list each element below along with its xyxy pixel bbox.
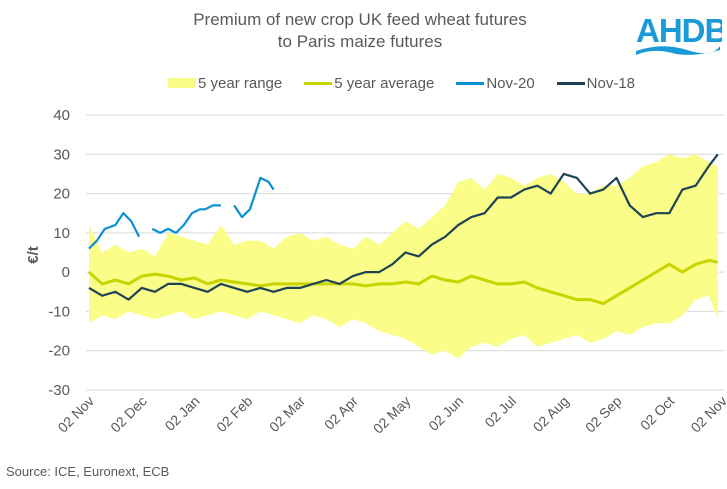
y-tick-label: -30 [48, 382, 70, 399]
series-line-nov-18 [88, 153, 719, 301]
legend-label-nov20: Nov-20 [486, 74, 535, 92]
y-tick-label: 10 [53, 225, 70, 242]
legend-label-range: 5 year range [198, 74, 283, 92]
legend-item-nov18: Nov-18 [556, 74, 636, 92]
x-tick-label: 02 Oct [637, 393, 678, 434]
legend-swatch-range [168, 78, 196, 88]
x-tick-label: 02 Jan [162, 393, 203, 434]
legend-label-nov18: Nov-18 [586, 74, 636, 92]
legend-label-average: 5 year average [334, 74, 435, 92]
x-tick-label: 02 Nov [687, 393, 727, 436]
legend-swatch-average [304, 81, 333, 85]
y-tick-label: 20 [53, 186, 70, 203]
x-tick-label: 02 Dec [107, 393, 150, 436]
y-axis-label: €/t [25, 246, 42, 264]
y-tick-label: -10 [48, 303, 70, 320]
x-tick-label: 02 Feb [213, 393, 255, 435]
legend-swatch-nov18 [556, 81, 585, 85]
source-note: Source: ICE, Euronext, ECB [6, 464, 170, 479]
x-tick-label: 02 Aug [530, 393, 572, 435]
series-line-nov-20 [88, 176, 275, 250]
logo-text: AHDB [636, 12, 722, 49]
x-tick-label: 02 May [370, 393, 414, 437]
series-band-5-year-range [89, 154, 718, 359]
chart-title-line1: Premium of new crop UK feed wheat future… [193, 10, 527, 29]
x-tick-label: 02 Nov [54, 393, 97, 436]
chart-legend: 5 year range 5 year average Nov-20 Nov-1… [168, 72, 657, 94]
y-tick-label: 0 [62, 264, 70, 281]
logo-wave-icon [636, 46, 720, 55]
legend-item-nov20: Nov-20 [456, 74, 535, 92]
legend-swatch-nov20 [456, 81, 485, 85]
chart-title: Premium of new crop UK feed wheat future… [130, 9, 590, 53]
series-line-5-year-average [88, 258, 719, 306]
y-tick-label: 40 [53, 107, 70, 124]
ahdb-logo: AHDB [636, 12, 722, 55]
legend-item-average: 5 year average [304, 75, 434, 92]
y-tick-label: -20 [48, 343, 70, 360]
y-tick-label: 30 [53, 146, 70, 163]
x-tick-label: 02 Jun [425, 393, 466, 434]
x-tick-label: 02 Sep [582, 393, 625, 436]
x-tick-label: 02 Jul [481, 393, 519, 431]
x-tick-label: 02 Mar [266, 393, 308, 435]
chart-title-line2: to Paris maize futures [277, 32, 443, 51]
x-tick-label: 02 Apr [321, 393, 361, 433]
legend-item-range: 5 year range [168, 75, 282, 92]
